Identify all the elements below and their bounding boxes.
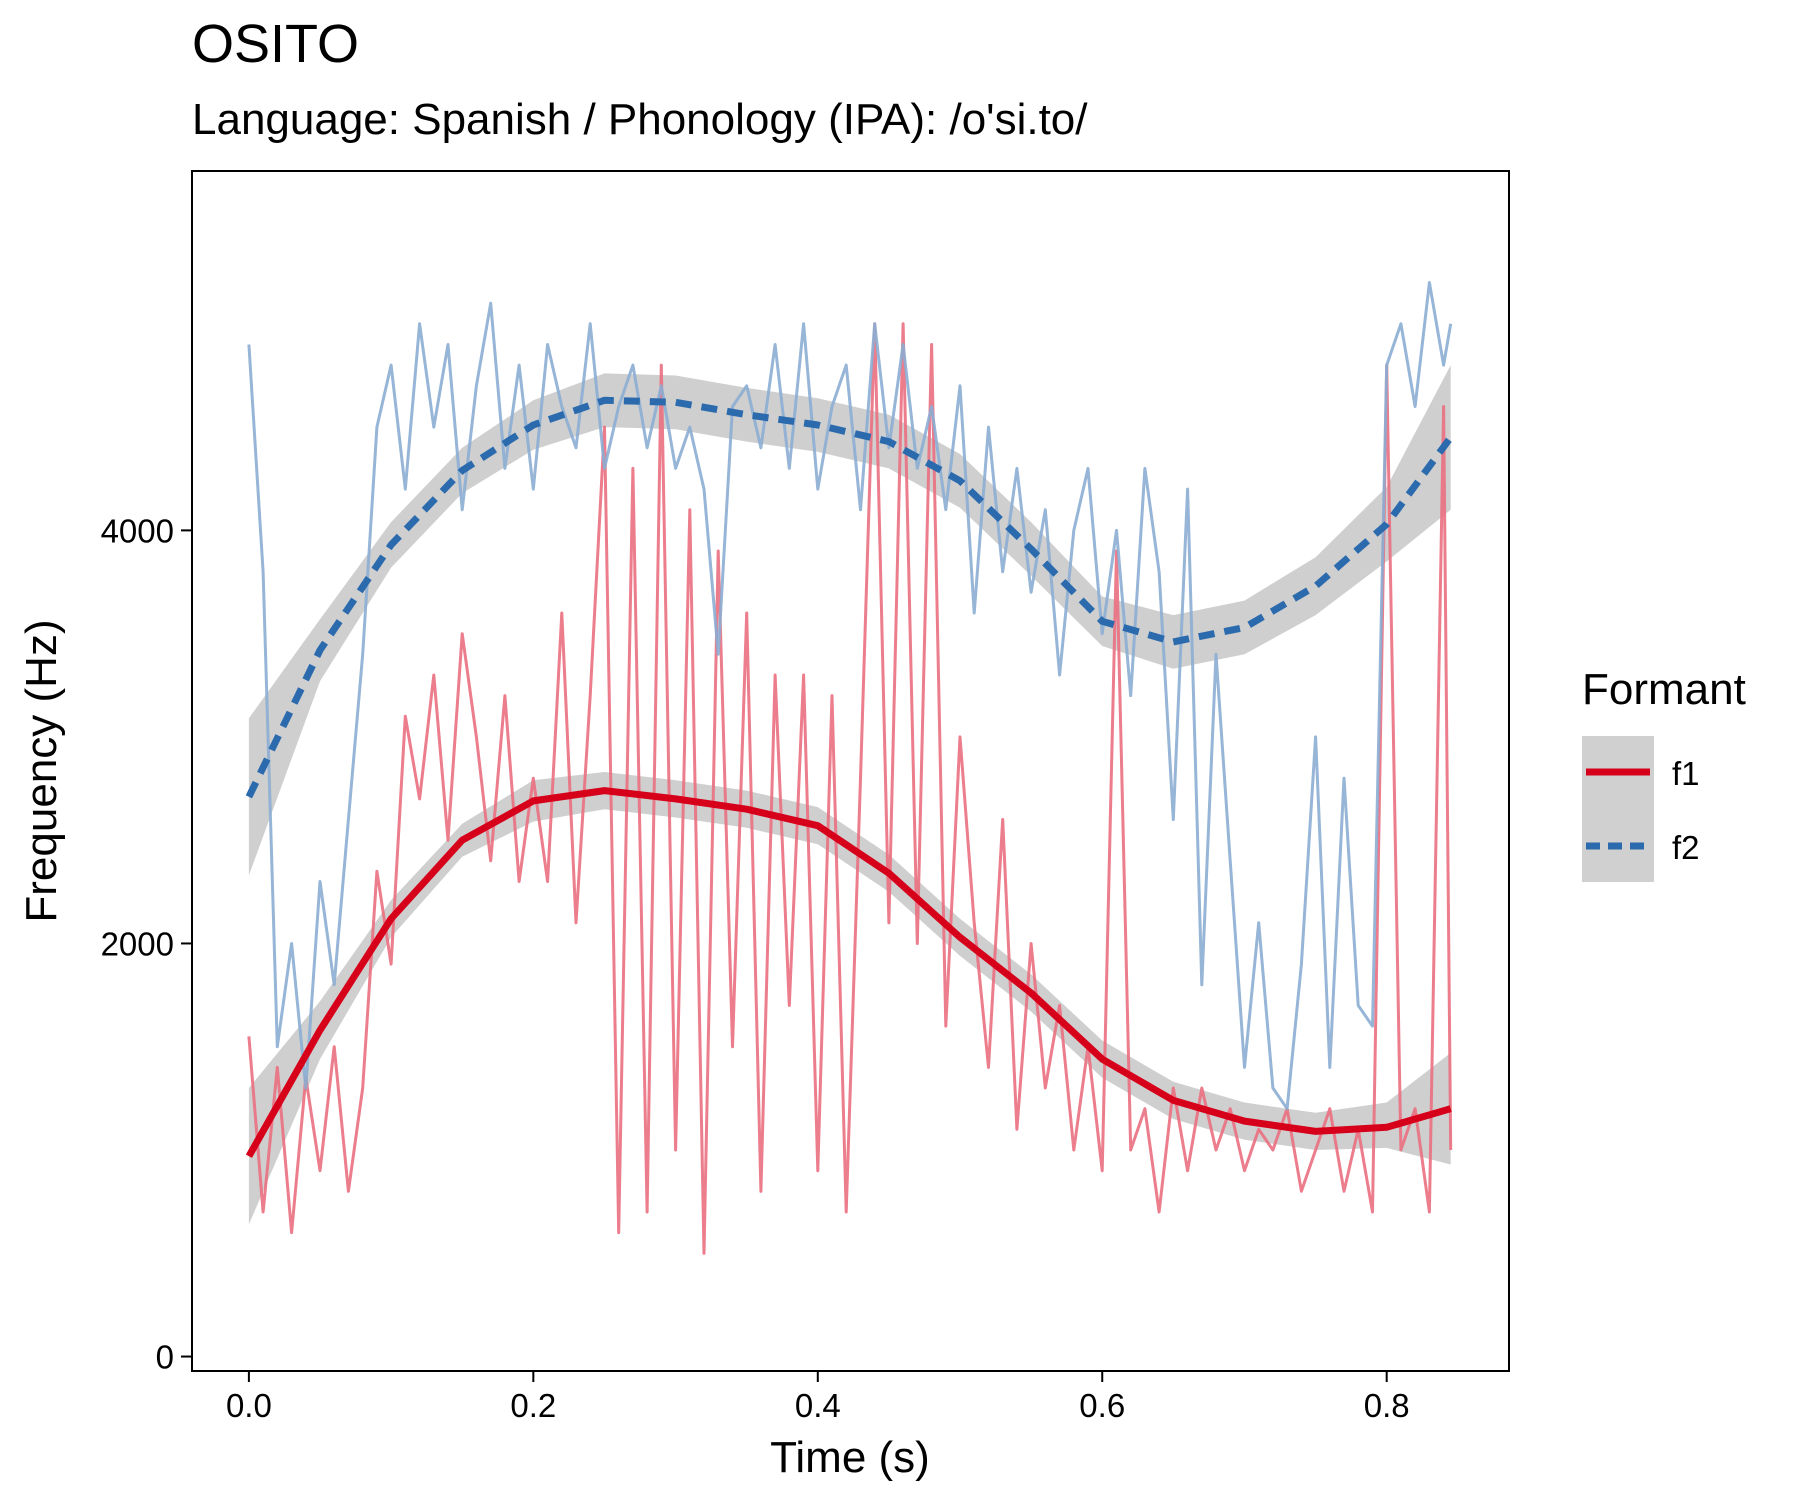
x-tick-label: 0.0	[226, 1387, 272, 1424]
chart-subtitle: Language: Spanish / Phonology (IPA): /o'…	[192, 95, 1088, 144]
x-axis-label: Time (s)	[770, 1433, 930, 1482]
chart-title: OSITO	[192, 14, 360, 74]
y-tick-label: 2000	[101, 925, 174, 962]
x-tick-label: 0.6	[1079, 1387, 1125, 1424]
smooth-line-f2	[245, 396, 1454, 799]
legend-label-f2: f2	[1672, 829, 1700, 866]
x-axis: 0.0 0.2 0.4 0.6 0.8	[226, 1371, 1410, 1424]
confidence-band-f1	[248, 772, 1451, 1225]
x-tick-label: 0.8	[1364, 1387, 1410, 1424]
x-tick-label: 0.4	[795, 1387, 841, 1424]
legend-key-background	[1582, 736, 1654, 882]
raw-traces	[247, 281, 1453, 1255]
legend: Formant f1 f2	[1582, 665, 1746, 882]
y-tick-label: 4000	[101, 512, 174, 549]
y-axis: 0 2000 4000	[101, 512, 192, 1376]
y-axis-label: Frequency (Hz)	[17, 619, 66, 922]
y-tick-label: 0	[156, 1339, 174, 1376]
raw-trace-f1	[247, 322, 1453, 1255]
confidence-bands	[248, 365, 1451, 1225]
plot-panel-border	[191, 170, 1510, 1372]
raw-trace-f2	[247, 281, 1453, 1111]
x-tick-label: 0.2	[510, 1387, 556, 1424]
smooth-line-f1	[245, 787, 1452, 1158]
legend-label-f1: f1	[1672, 755, 1700, 792]
legend-title: Formant	[1582, 665, 1746, 714]
smooth-lines	[245, 396, 1454, 1158]
confidence-band-f2	[248, 365, 1451, 876]
